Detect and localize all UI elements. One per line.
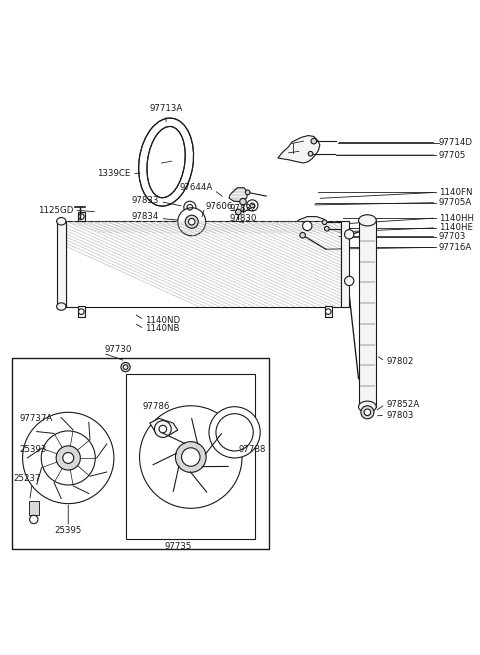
- Text: 1140HE: 1140HE: [439, 223, 473, 233]
- Circle shape: [364, 409, 371, 415]
- Circle shape: [140, 406, 242, 508]
- Circle shape: [345, 230, 354, 239]
- Circle shape: [63, 453, 74, 463]
- Bar: [29, 501, 39, 515]
- Text: 25395: 25395: [55, 526, 82, 535]
- Bar: [359, 220, 376, 407]
- Text: 1140HH: 1140HH: [439, 214, 474, 223]
- Circle shape: [79, 309, 84, 314]
- Text: 97830: 97830: [229, 214, 256, 223]
- Polygon shape: [295, 217, 327, 236]
- Text: 97834: 97834: [132, 212, 159, 221]
- Text: 1140NB: 1140NB: [145, 324, 180, 333]
- Circle shape: [56, 446, 80, 470]
- Circle shape: [247, 200, 258, 211]
- Circle shape: [159, 425, 167, 433]
- Circle shape: [184, 201, 196, 214]
- Text: 97713A: 97713A: [149, 104, 183, 113]
- Text: 25237: 25237: [14, 474, 41, 483]
- Text: 1140ND: 1140ND: [145, 316, 180, 324]
- Text: 25393: 25393: [19, 445, 47, 454]
- Text: 97832: 97832: [229, 204, 256, 213]
- Circle shape: [345, 276, 354, 286]
- Bar: [78, 212, 85, 221]
- Polygon shape: [150, 419, 178, 436]
- Circle shape: [308, 151, 313, 156]
- Circle shape: [185, 215, 198, 228]
- Circle shape: [181, 448, 200, 466]
- Text: 97606: 97606: [206, 202, 233, 211]
- Circle shape: [324, 227, 329, 231]
- Text: 97852A: 97852A: [386, 400, 420, 409]
- Circle shape: [123, 365, 128, 369]
- Circle shape: [311, 138, 317, 144]
- Circle shape: [155, 421, 171, 438]
- Text: 97644A: 97644A: [180, 183, 213, 192]
- Bar: [127, 374, 254, 540]
- Circle shape: [121, 362, 130, 372]
- Bar: [12, 358, 269, 549]
- Ellipse shape: [216, 414, 253, 451]
- Text: 1125GD: 1125GD: [37, 206, 73, 215]
- Ellipse shape: [359, 401, 376, 412]
- Text: 97802: 97802: [386, 356, 414, 365]
- Ellipse shape: [147, 126, 185, 198]
- Text: 1339CE: 1339CE: [97, 169, 130, 178]
- Circle shape: [302, 221, 312, 231]
- Circle shape: [325, 309, 331, 314]
- Circle shape: [361, 406, 374, 419]
- Text: 97735: 97735: [164, 542, 192, 551]
- Circle shape: [178, 208, 206, 236]
- Circle shape: [322, 220, 327, 225]
- Text: 1140FN: 1140FN: [439, 188, 472, 197]
- Circle shape: [30, 515, 38, 523]
- Text: 97737A: 97737A: [19, 414, 53, 423]
- Polygon shape: [278, 136, 320, 163]
- Circle shape: [245, 190, 250, 195]
- Bar: [78, 306, 85, 317]
- Circle shape: [240, 198, 246, 205]
- Bar: [341, 221, 349, 307]
- Text: 97788: 97788: [238, 445, 266, 454]
- Ellipse shape: [139, 118, 193, 206]
- Ellipse shape: [209, 407, 260, 458]
- Text: 97833: 97833: [132, 196, 159, 205]
- Polygon shape: [229, 188, 248, 202]
- Circle shape: [79, 214, 84, 219]
- Bar: [324, 306, 332, 317]
- Circle shape: [189, 219, 195, 225]
- Circle shape: [250, 203, 254, 208]
- Bar: [57, 221, 66, 307]
- Text: 97730: 97730: [104, 345, 132, 354]
- Text: 97786: 97786: [143, 402, 170, 411]
- Bar: [66, 221, 341, 307]
- Text: 97803: 97803: [386, 411, 414, 420]
- Text: 97703: 97703: [439, 232, 466, 241]
- Ellipse shape: [57, 303, 66, 310]
- Ellipse shape: [57, 217, 66, 225]
- Circle shape: [300, 233, 305, 238]
- Ellipse shape: [359, 215, 376, 226]
- Circle shape: [175, 441, 206, 472]
- Circle shape: [41, 431, 95, 485]
- Circle shape: [23, 412, 114, 504]
- Text: 97714D: 97714D: [439, 138, 473, 147]
- Circle shape: [236, 209, 241, 215]
- Text: 97716A: 97716A: [439, 243, 472, 252]
- Text: 97705: 97705: [439, 151, 466, 160]
- Text: 97705A: 97705A: [439, 198, 472, 207]
